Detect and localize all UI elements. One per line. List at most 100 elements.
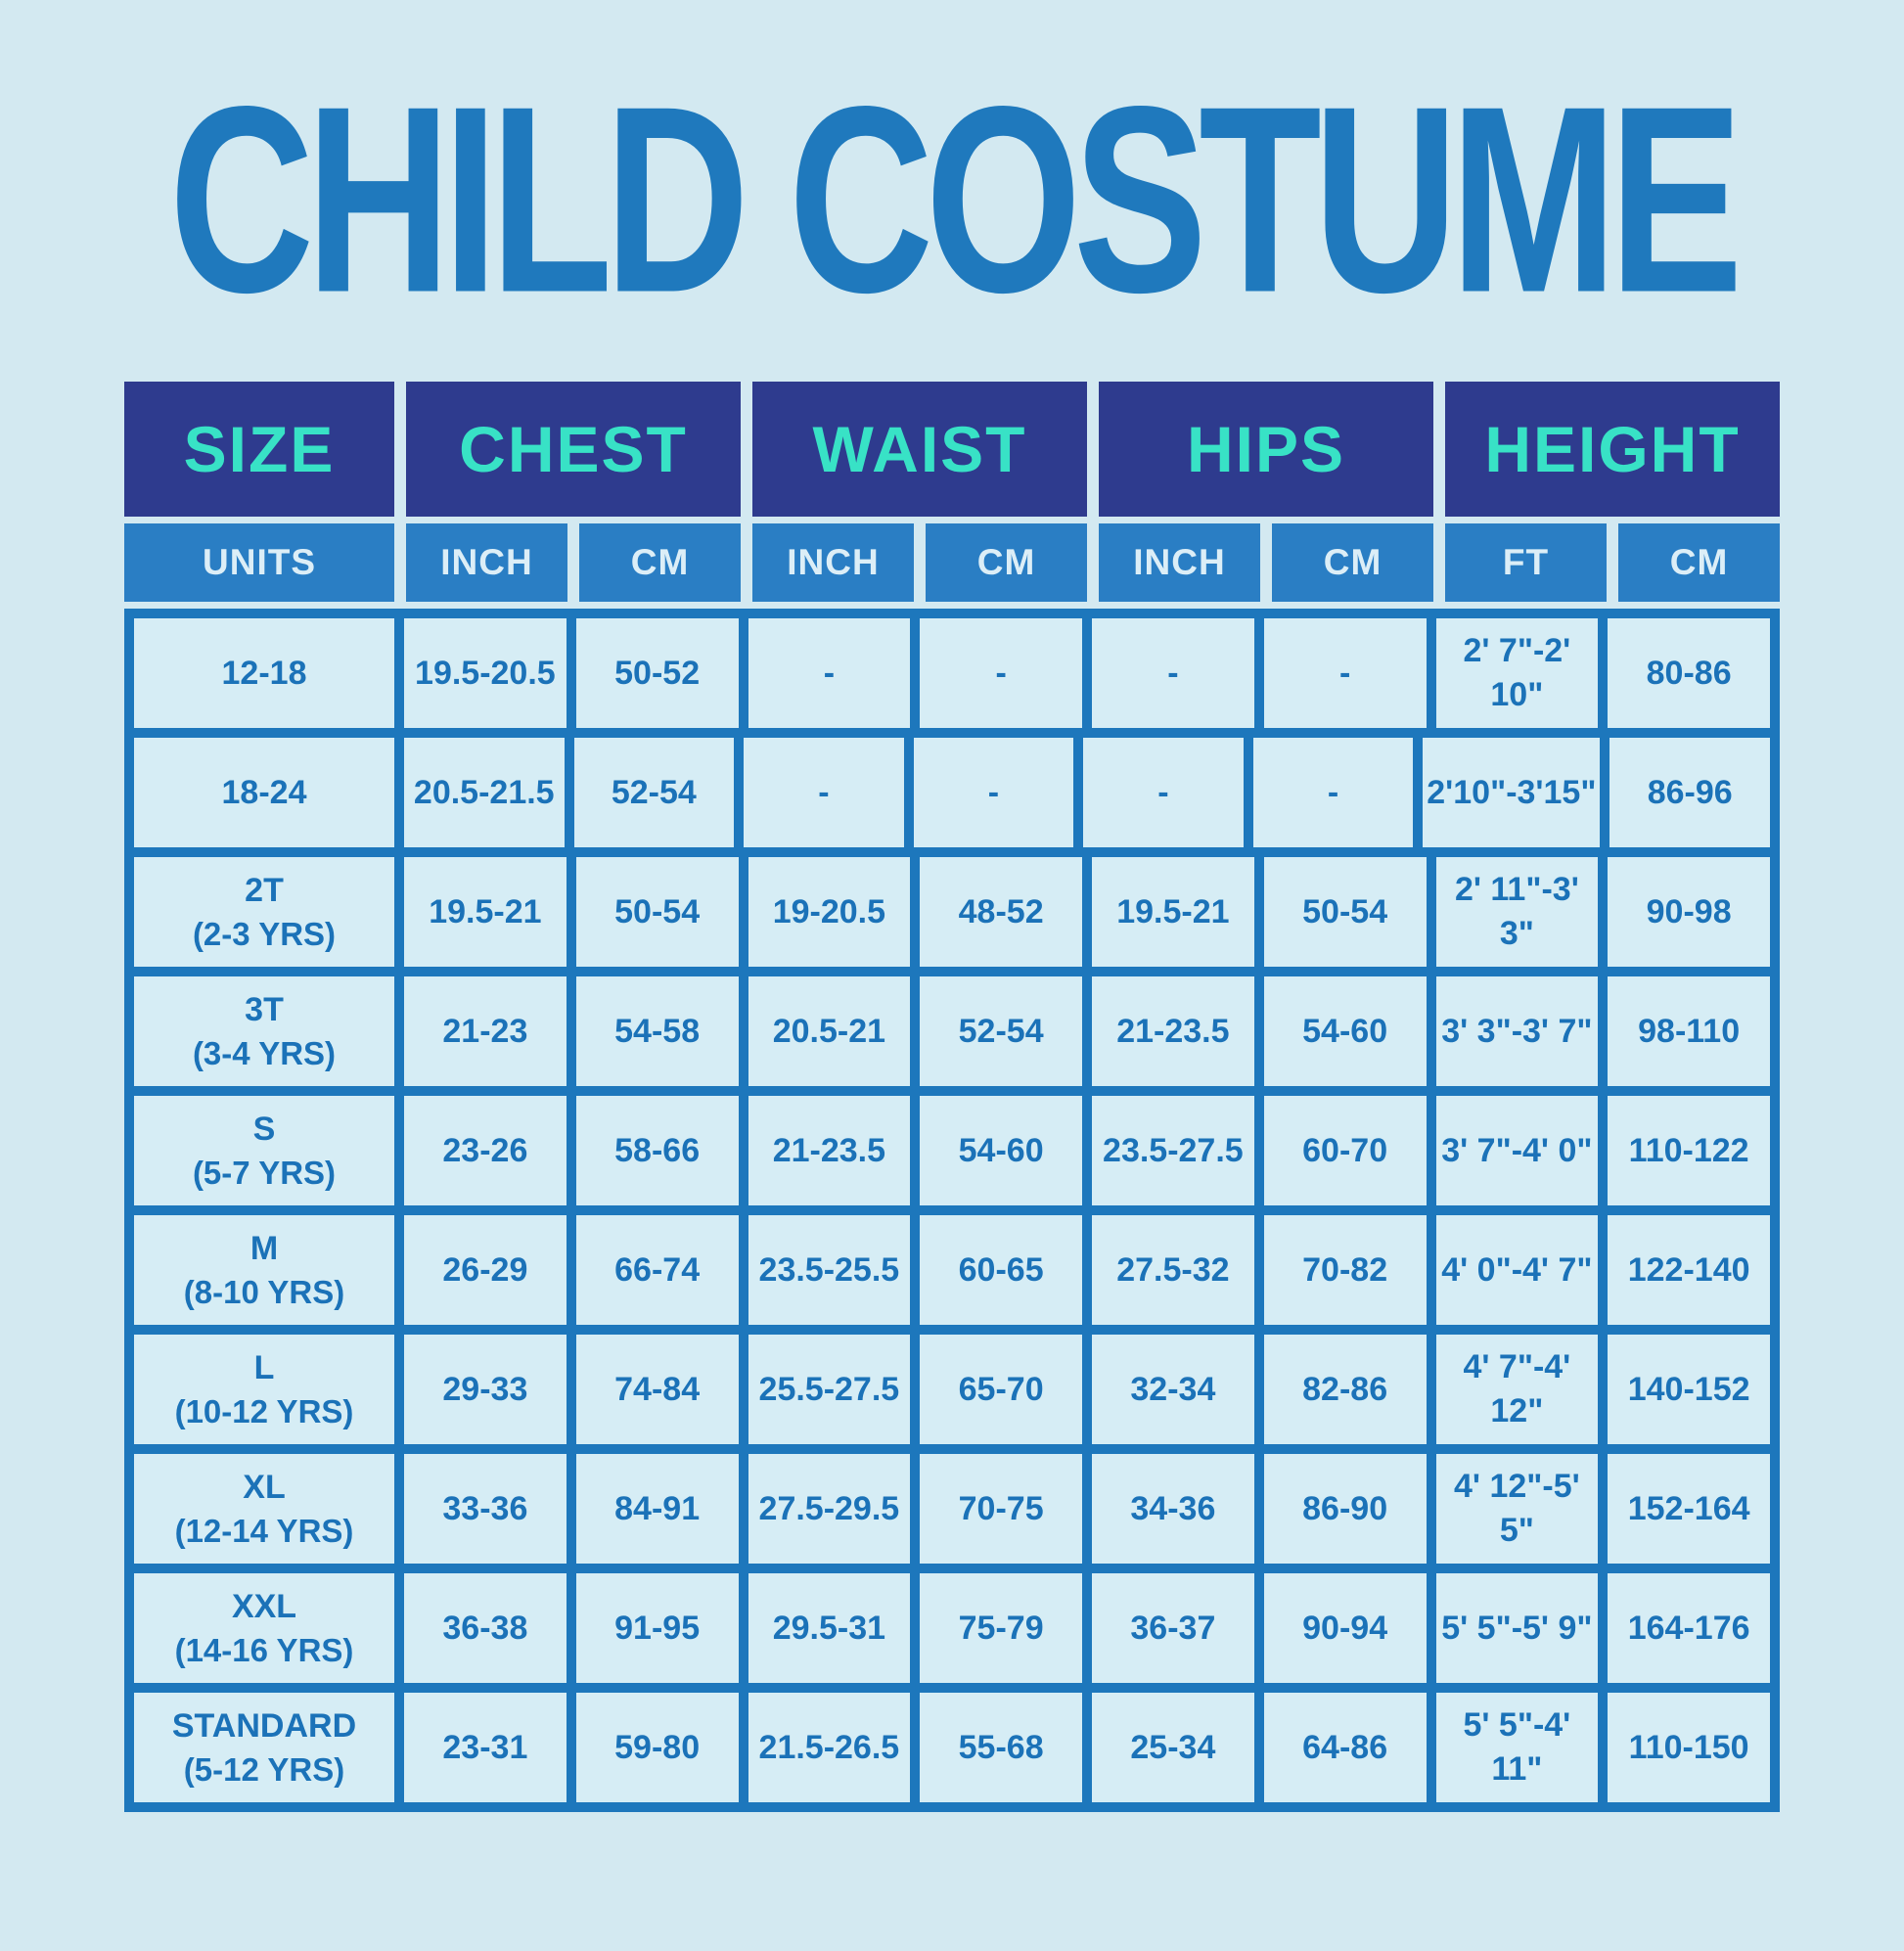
- value-cell: 90-94: [1263, 1573, 1427, 1683]
- value-cell: 36-38: [404, 1573, 567, 1683]
- size-cell: XXL (14-16 YRS): [134, 1573, 394, 1683]
- value-cell: 55-68: [920, 1693, 1082, 1802]
- units-header-units: UNITS: [124, 523, 394, 602]
- value-cell: -: [748, 618, 911, 728]
- size-cell: STANDARD (5-12 YRS): [134, 1693, 394, 1802]
- table-row: S (5-7 YRS) 23-26 58-66 21-23.5 54-60 23.5-2…: [134, 1096, 1770, 1205]
- table-row: XL (12-14 YRS) 33-36 84-91 27.5-29.5 70-75 3…: [134, 1454, 1770, 1564]
- value-cell: 3' 7"-4' 0": [1435, 1096, 1599, 1205]
- value-cell: 59-80: [575, 1693, 739, 1802]
- value-cell: 50-54: [575, 857, 739, 967]
- size-label: STANDARD: [171, 1706, 357, 1745]
- size-cell: 18-24: [134, 738, 394, 847]
- value-cell: 20.5-21: [748, 976, 911, 1086]
- value-cell: 64-86: [1263, 1693, 1427, 1802]
- value-cell: 70-75: [920, 1454, 1082, 1564]
- value-cell: -: [1263, 618, 1427, 728]
- table-row: 2T (2-3 YRS) 19.5-21 50-54 19-20.5 48-52 19.…: [134, 857, 1770, 967]
- value-cell: 3' 3"-3' 7": [1435, 976, 1599, 1086]
- value-cell: 4' 7"-4' 12": [1435, 1335, 1599, 1444]
- column-group-header-row: SIZE CHEST WAIST HIPS HEIGHT: [124, 382, 1780, 517]
- value-cell: 20.5-21.5: [404, 738, 565, 847]
- value-cell: 19-20.5: [748, 857, 911, 967]
- size-label: XL: [243, 1468, 286, 1506]
- size-label: XXL: [231, 1587, 297, 1625]
- value-cell: 60-70: [1263, 1096, 1427, 1205]
- value-cell: 52-54: [573, 738, 735, 847]
- value-cell: 27.5-29.5: [748, 1454, 911, 1564]
- value-cell: -: [1252, 738, 1414, 847]
- value-cell: 98-110: [1608, 976, 1770, 1086]
- column-group-hips: HIPS: [1099, 382, 1433, 517]
- value-cell: 21-23.5: [748, 1096, 911, 1205]
- size-cell: L (10-12 YRS): [134, 1335, 394, 1444]
- value-cell: 21-23: [404, 976, 567, 1086]
- table-row: 18-24 20.5-21.5 52-54- - - -2'10"-3'15" 86-96: [134, 738, 1770, 847]
- value-cell: 34-36: [1092, 1454, 1254, 1564]
- size-label: S: [252, 1110, 276, 1148]
- value-cell: 23-31: [404, 1693, 567, 1802]
- size-age-range: (12-14 YRS): [174, 1512, 354, 1549]
- table-body: 12-18 19.5-20.5 50-52- - - -2' 7"-2' 10" 80-8…: [124, 609, 1780, 1812]
- size-age-range: (14-16 YRS): [174, 1631, 354, 1668]
- size-label: 2T: [245, 871, 284, 909]
- value-cell: -: [744, 738, 904, 847]
- units-header-chest-inch: INCH: [406, 523, 567, 602]
- value-cell: 23.5-25.5: [748, 1215, 911, 1325]
- table-row: L (10-12 YRS) 29-33 74-84 25.5-27.5 65-70 32…: [134, 1335, 1770, 1444]
- table-row: STANDARD (5-12 YRS) 23-31 59-80 21.5-26.5 5…: [134, 1693, 1770, 1802]
- value-cell: 50-52: [575, 618, 739, 728]
- units-header-height-ft: FT: [1445, 523, 1607, 602]
- value-cell: 52-54: [920, 976, 1082, 1086]
- value-cell: 19.5-21: [1092, 857, 1254, 967]
- value-cell: 26-29: [404, 1215, 567, 1325]
- size-age-range: (5-7 YRS): [192, 1154, 337, 1191]
- value-cell: 65-70: [920, 1335, 1082, 1444]
- value-cell: 5' 5"-5' 9": [1435, 1573, 1599, 1683]
- size-label: L: [253, 1348, 275, 1386]
- value-cell: 54-60: [1263, 976, 1427, 1086]
- page-title: CHILD COSTUME: [168, 50, 1744, 348]
- units-header-hips-inch: INCH: [1099, 523, 1260, 602]
- size-age-range: (2-3 YRS): [192, 915, 337, 952]
- value-cell: 82-86: [1263, 1335, 1427, 1444]
- table-row: XXL (14-16 YRS) 36-38 91-95 29.5-31 75-79 36…: [134, 1573, 1770, 1683]
- value-cell: 164-176: [1608, 1573, 1770, 1683]
- value-cell: 2' 7"-2' 10": [1435, 618, 1599, 728]
- units-header-chest-cm: CM: [579, 523, 741, 602]
- value-cell: 66-74: [575, 1215, 739, 1325]
- value-cell: 54-60: [920, 1096, 1082, 1205]
- value-cell: 19.5-21: [404, 857, 567, 967]
- value-cell: 19.5-20.5: [404, 618, 567, 728]
- value-cell: 50-54: [1263, 857, 1427, 967]
- value-cell: 21.5-26.5: [748, 1693, 911, 1802]
- size-label: M: [249, 1229, 279, 1267]
- value-cell: 25-34: [1092, 1693, 1254, 1802]
- size-label: 12-18: [221, 654, 307, 692]
- value-cell: 25.5-27.5: [748, 1335, 911, 1444]
- size-age-range: (3-4 YRS): [192, 1034, 337, 1071]
- value-cell: 2'10"-3'15": [1423, 738, 1601, 847]
- value-cell: 90-98: [1608, 857, 1770, 967]
- value-cell: 29-33: [404, 1335, 567, 1444]
- table-row: 3T (3-4 YRS) 21-23 54-58 20.5-21 52-54 21-23…: [134, 976, 1770, 1086]
- value-cell: 152-164: [1608, 1454, 1770, 1564]
- value-cell: 74-84: [575, 1335, 739, 1444]
- value-cell: 110-122: [1608, 1096, 1770, 1205]
- value-cell: -: [1092, 618, 1254, 728]
- value-cell: 21-23.5: [1092, 976, 1254, 1086]
- units-header-height-cm: CM: [1618, 523, 1780, 602]
- size-age-range: (5-12 YRS): [183, 1750, 345, 1788]
- size-chart: SIZE CHEST WAIST HIPS HEIGHT UNITS INCH …: [124, 382, 1780, 1812]
- value-cell: 2' 11"-3' 3": [1435, 857, 1599, 967]
- column-group-waist: WAIST: [752, 382, 1087, 517]
- value-cell: 86-96: [1609, 738, 1770, 847]
- value-cell: 91-95: [575, 1573, 739, 1683]
- value-cell: 33-36: [404, 1454, 567, 1564]
- value-cell: 23-26: [404, 1096, 567, 1205]
- value-cell: 4' 12"-5' 5": [1435, 1454, 1599, 1564]
- size-cell: S (5-7 YRS): [134, 1096, 394, 1205]
- units-header-waist-inch: INCH: [752, 523, 914, 602]
- size-cell: XL (12-14 YRS): [134, 1454, 394, 1564]
- units-header-row: UNITS INCH CM INCH CM INCH CM FT CM: [124, 523, 1780, 602]
